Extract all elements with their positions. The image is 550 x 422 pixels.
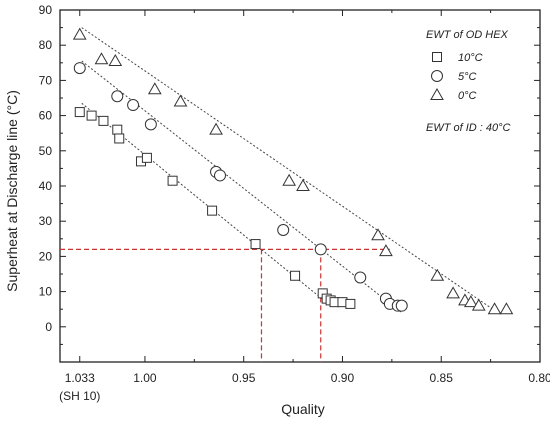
annotation-ewt-id: EWT of ID : 40°C [426,122,511,134]
data-point-square [250,239,261,250]
x-tick-label: 0.80 [528,371,550,385]
data-point-circle [395,299,408,312]
data-point-triangle [487,302,502,315]
data-point-square [207,205,218,216]
data-point-triangle [72,27,87,40]
data-point-circle [127,99,140,112]
legend-marker-circle [431,70,443,82]
y-tick-label: 90 [39,3,53,17]
y-tick-label: 40 [39,179,53,193]
data-point-circle [111,90,124,103]
data-point-circle [144,118,157,131]
data-point-triangle [430,268,445,281]
data-point-square [74,107,85,118]
x-tick-label: 1.033 [65,371,95,385]
data-point-circle [354,271,367,284]
trend-line [81,60,403,314]
markers-layer [72,27,514,315]
data-point-square [112,124,123,135]
data-point-triangle [173,94,188,107]
data-point-square [98,115,109,126]
legend-label: 0°C [458,90,477,102]
legend-label: 10°C [458,52,483,64]
x-tick-label: 0.85 [430,371,454,385]
reference-lines-layer [60,248,390,362]
y-tick-label: 0 [45,320,52,334]
data-point-square [290,270,301,281]
y-tick-label: 80 [39,38,53,52]
y-axis-title: Superheat at Discharge line (°C) [4,90,20,292]
ticks-layer: 0 10 20 30 40 50 60 70 80 90 1.033 1.00 0.95 0.90 0.85… [39,3,550,403]
legend-title: EWT of OD HEX [426,29,509,41]
data-point-triangle [499,302,514,315]
data-point-circle [277,224,290,236]
data-point-triangle [108,54,123,67]
y-tick-label: 60 [39,109,53,123]
y-tick-label: 20 [39,249,53,263]
x-tick-label: 0.95 [232,371,256,385]
x-tick-sublabel: (SH 10) [59,389,100,403]
data-point-triangle [209,122,223,135]
y-tick-label: 70 [39,73,53,87]
data-point-circle [214,169,226,182]
data-point-triangle [446,286,460,299]
legend-marker-square [432,52,442,62]
data-point-triangle [282,173,296,186]
data-point-square [167,175,178,186]
legend-marker-triangle [430,87,444,100]
data-point-triangle [371,228,385,241]
y-tick-label: 30 [39,214,53,228]
x-axis-title: Quality [281,401,325,417]
x-tick-label: 0.90 [331,371,355,385]
data-point-triangle [471,298,486,311]
legend-label: 5°C [458,71,477,83]
data-point-triangle [379,244,393,257]
data-point-circle [314,243,327,256]
y-tick-label: 10 [39,285,53,299]
data-point-square [345,298,356,309]
data-point-square [141,152,152,163]
x-tick-label: 1.00 [133,371,157,385]
data-point-circle [73,62,86,75]
data-point-square [86,110,97,121]
trend-line [81,27,501,315]
data-point-square [114,133,125,144]
legend: 10°C 5°C 0°C [430,52,483,102]
data-point-triangle [147,82,162,95]
y-tick-label: 50 [39,144,53,158]
data-point-triangle [296,178,310,191]
data-point-triangle [94,52,109,65]
data-point-triangle [464,295,478,308]
